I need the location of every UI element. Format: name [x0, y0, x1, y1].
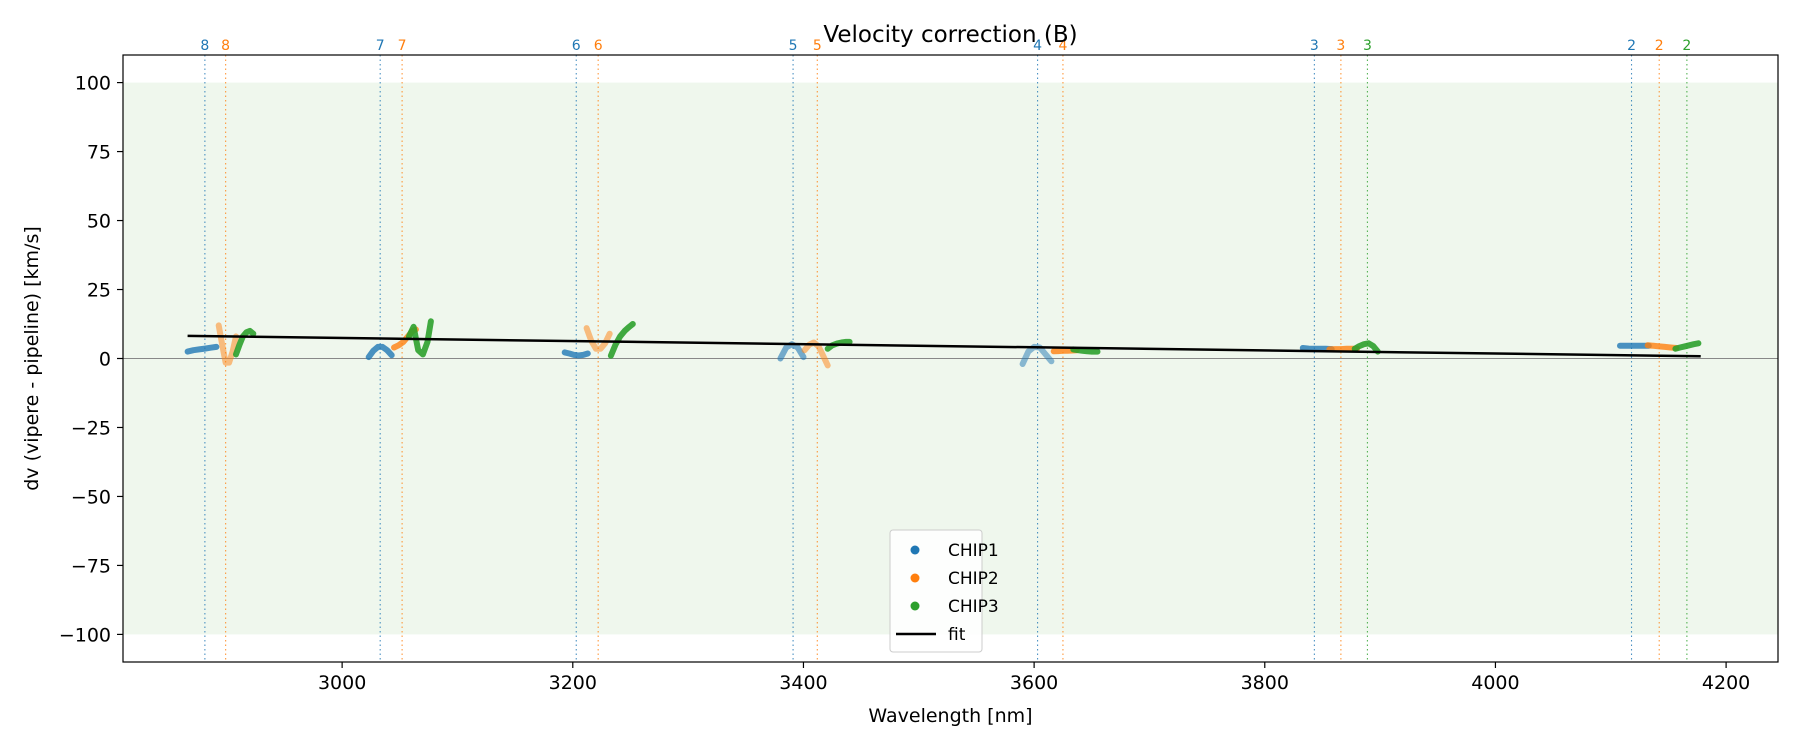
order-label-chip1-7: 7 — [376, 38, 385, 54]
y-tick-label--50: −50 — [71, 486, 111, 508]
legend-marker-chip3 — [910, 601, 920, 611]
legend-label-fit: fit — [948, 625, 966, 645]
data-segment-chip2-1 — [215, 322, 239, 366]
data-segment-chip1-1 — [184, 343, 220, 355]
order-label-chip2-8: 8 — [221, 38, 230, 54]
y-axis-label: dv (vipere - pipeline) [km/s] — [21, 226, 43, 491]
order-labels: 8 7 6 5 4 3 2 8 7 6 5 4 3 2 3 2 — [200, 38, 1691, 54]
x-tick-label-4000: 4000 — [1471, 672, 1519, 694]
data-segment-chip3-6 — [1351, 340, 1381, 355]
data-segment-chip3-3 — [607, 321, 636, 359]
y-tick-label-75: 75 — [87, 142, 111, 164]
y-tick-label-0: 0 — [99, 349, 111, 371]
axes: 3000 3200 3400 3600 3800 4000 4200 100 75 50 25 0 −2… — [59, 73, 1750, 694]
data-segment-chip1-2 — [365, 343, 395, 361]
legend-box — [889, 529, 983, 653]
x-tick-label-3800: 3800 — [1241, 672, 1289, 694]
legend: CHIP1 CHIP2 CHIP3 fit — [889, 529, 999, 653]
order-label-chip1-2: 2 — [1627, 38, 1636, 54]
x-tick-label-3000: 3000 — [318, 672, 366, 694]
x-tick-label-3600: 3600 — [1010, 672, 1058, 694]
data-segment-chip3-4 — [824, 338, 853, 352]
order-label-chip1-3: 3 — [1310, 38, 1319, 54]
data-segment-chip1-3 — [561, 349, 591, 359]
y-tick-label-50: 50 — [87, 211, 111, 233]
order-label-chip2-7: 7 — [398, 38, 407, 54]
data-segment-chip3-1 — [233, 327, 257, 358]
order-label-chip3-2: 2 — [1682, 38, 1691, 54]
legend-label-chip1: CHIP1 — [948, 541, 999, 561]
chart-title: Velocity correction (B) — [823, 22, 1077, 48]
order-label-chip2-4: 4 — [1058, 38, 1067, 54]
y-tick-label-25: 25 — [87, 280, 111, 302]
y-tick-label-100: 100 — [75, 73, 111, 95]
x-tick-label-4200: 4200 — [1702, 672, 1750, 694]
legend-label-chip2: CHIP2 — [948, 569, 999, 589]
order-label-chip1-8: 8 — [200, 38, 209, 54]
order-label-chip2-5: 5 — [813, 38, 822, 54]
legend-marker-chip1 — [910, 545, 920, 555]
data-segment-chip2-7 — [1644, 342, 1680, 351]
order-label-chip1-6: 6 — [572, 38, 581, 54]
fit-line — [187, 334, 1701, 358]
x-tick-label-3200: 3200 — [549, 672, 597, 694]
order-label-chip1-4: 4 — [1033, 38, 1042, 54]
y-tick-label--75: −75 — [71, 555, 111, 577]
order-label-chip2-2: 2 — [1655, 38, 1664, 54]
data-segment-chip3-5 — [1070, 346, 1101, 355]
data-segment-chip3-7 — [1672, 340, 1702, 352]
legend-label-chip3: CHIP3 — [948, 597, 999, 617]
order-label-chip2-6: 6 — [594, 38, 603, 54]
order-label-chip3-3: 3 — [1363, 38, 1372, 54]
order-label-chip1-5: 5 — [789, 38, 798, 54]
x-axis-label: Wavelength [nm] — [868, 705, 1032, 727]
order-label-chip2-3: 3 — [1336, 38, 1345, 54]
x-tick-label-3400: 3400 — [779, 672, 827, 694]
y-tick-label--100: −100 — [59, 624, 111, 646]
legend-marker-chip2 — [910, 573, 920, 583]
y-tick-label--25: −25 — [71, 417, 111, 439]
